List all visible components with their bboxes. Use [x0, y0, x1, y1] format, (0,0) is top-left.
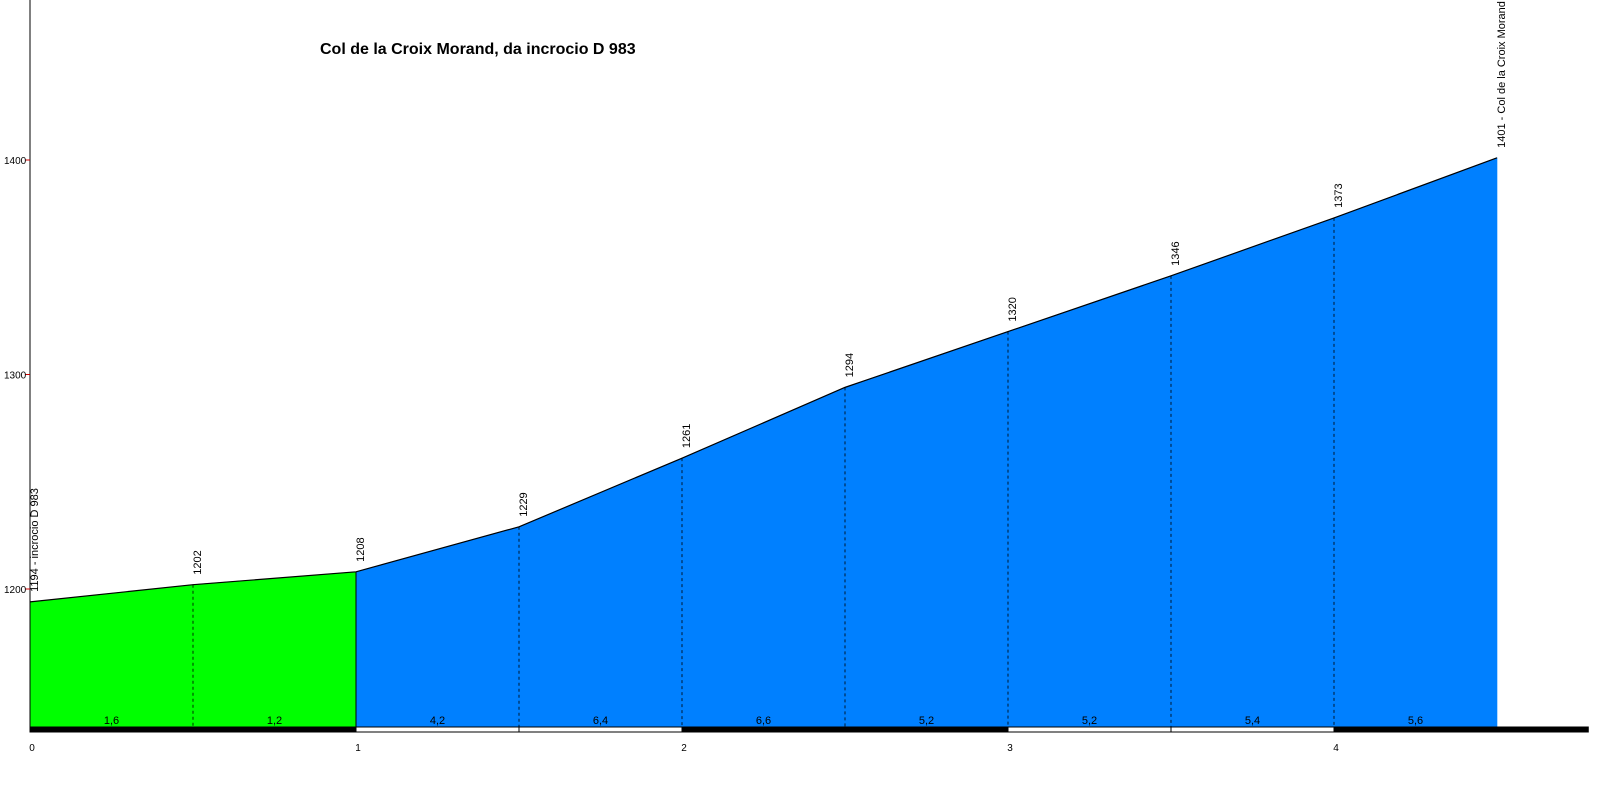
elevation-label: 1261 — [681, 424, 693, 448]
gradient-label: 6,4 — [593, 715, 608, 727]
elevation-label: 1229 — [518, 492, 530, 516]
chart-title: Col de la Croix Morand, da incrocio D 98… — [320, 41, 636, 58]
km-bar-block — [29, 726, 194, 733]
profile-segment — [1333, 157, 1498, 728]
elevation-label: 1294 — [844, 353, 856, 377]
y-tick-label: 1300 — [4, 371, 27, 382]
km-bar-block — [1170, 726, 1335, 733]
x-tick-label: 1 — [355, 743, 361, 754]
km-bar-block — [1007, 726, 1172, 733]
elevation-label: 1346 — [1170, 241, 1182, 265]
profile-segment — [1170, 217, 1335, 728]
gradient-label: 5,6 — [1408, 715, 1423, 727]
profile-segment — [518, 457, 683, 728]
gradient-label: 5,4 — [1245, 715, 1260, 727]
x-tick-label: 0 — [29, 743, 35, 754]
x-tick-label: 4 — [1333, 743, 1339, 754]
gradient-label: 5,2 — [919, 715, 934, 727]
profile-segment — [844, 331, 1009, 728]
elevation-label: 1208 — [355, 537, 367, 561]
profile-segment — [192, 571, 357, 728]
elevation-label: 1373 — [1333, 183, 1345, 207]
km-bar-block — [355, 726, 520, 733]
profile-segment — [355, 526, 520, 728]
y-tick-label: 1400 — [4, 156, 27, 167]
km-bar-block — [681, 726, 846, 733]
elevation-label: 1401 - Col de la Croix Morand — [1496, 1, 1508, 148]
elevation-label: 1320 — [1007, 297, 1019, 321]
gradient-label: 5,2 — [1082, 715, 1097, 727]
elevation-label: 1202 — [192, 550, 204, 574]
gradient-label: 6,6 — [756, 715, 771, 727]
km-bar-block — [1333, 726, 1498, 733]
km-bar-block — [192, 726, 357, 733]
gradient-label: 1,6 — [104, 715, 119, 727]
profile-segment — [29, 584, 194, 728]
km-bar-block — [518, 726, 683, 733]
profile-segment — [1007, 275, 1172, 728]
gradient-label: 4,2 — [430, 715, 445, 727]
km-bar-block — [844, 726, 1009, 733]
km-bar-block — [1496, 726, 1589, 733]
x-tick-label: 2 — [681, 743, 687, 754]
x-tick-label: 3 — [1007, 743, 1013, 754]
elevation-label: 1194 - incrocio D 983 — [29, 488, 41, 592]
y-tick-label: 1200 — [4, 585, 27, 596]
gradient-label: 1,2 — [267, 715, 282, 727]
profile-segment — [681, 386, 846, 728]
profile-outline — [29, 157, 1498, 603]
